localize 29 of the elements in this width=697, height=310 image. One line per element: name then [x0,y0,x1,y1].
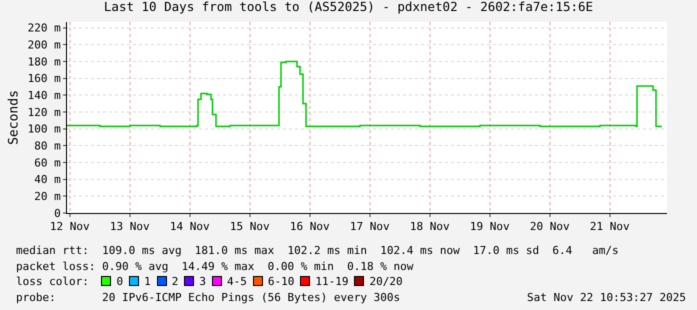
chart-title: Last 10 Days from tools to (AS52025) - pdxnet02 - 2602:fa7e:15:6E [104,0,594,14]
y-tick-label: 160 m [28,72,62,86]
text: loss color: 0 1 2 3 4-5 6-10 11-19 20/20 [16,275,403,288]
x-tick-label: 14 Nov [170,220,210,234]
text: packet loss: 0.90 % avg 14.49 % max 0.00 % min 0.18 % now [16,258,414,274]
text: median rtt: 109.0 ms avg 181.0 ms max 102.2 ms min 102.4 ms now 17.0 ms sd 6.4 am/s [16,243,620,258]
y-tick-label: 60 m [34,156,62,170]
y-tick-label: 80 m [34,140,62,153]
y-tick-label: 200 m [28,38,62,52]
y-axis-title: Seconds [6,90,22,145]
y-tick-label: 100 m [28,122,62,136]
text: Sat Nov 22 10:53:27 2025 [527,290,686,305]
x-tick-label: 17 Nov [350,220,390,234]
y-tick-label: 220 m [28,22,62,35]
text: probe: 20 IPv6-ICMP Echo Pings (56 Bytes) every 300s [16,290,400,304]
x-tick-label: 20 Nov [530,220,570,234]
y-tick-label: 40 m [34,173,62,186]
x-tick-label: 18 Nov [410,220,450,234]
x-tick-label: 13 Nov [110,220,150,234]
x-tick-label: 16 Nov [290,220,330,234]
y-tick-label: 180 m [28,55,62,68]
x-tick-label: 15 Nov [230,220,270,234]
x-tick-label: 19 Nov [470,220,510,234]
y-tick-label: 120 m [28,106,62,119]
y-tick-label: 20 m [34,190,62,204]
y-tick-label: 140 m [28,89,62,102]
x-tick-label: 12 Nov [50,220,90,234]
y-tick-label: 0 [54,206,61,220]
x-tick-label: 21 Nov [590,220,630,234]
